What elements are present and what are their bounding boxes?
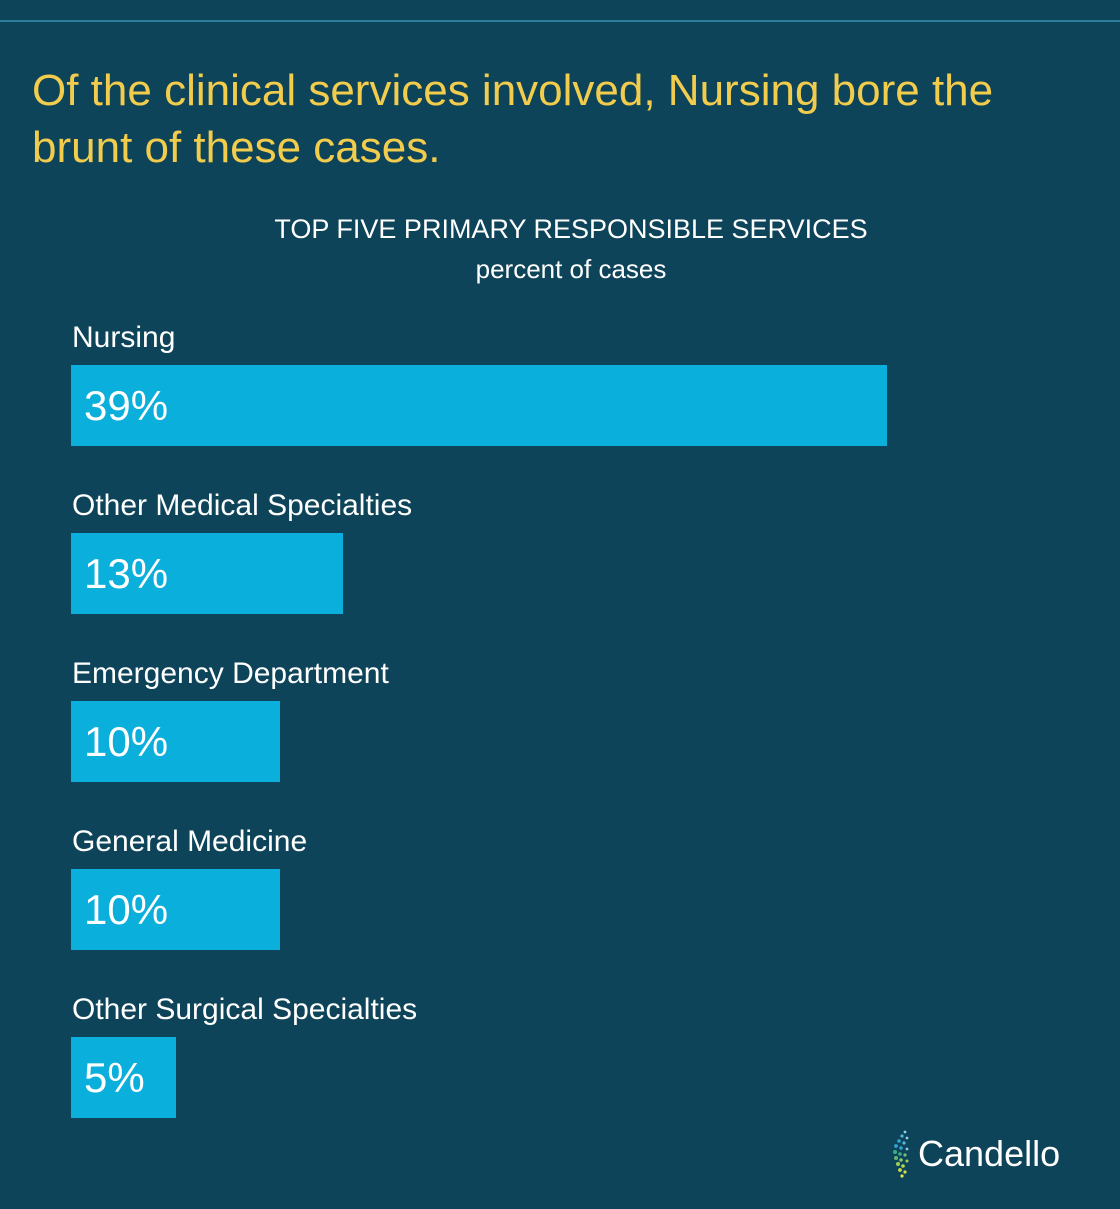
category-label: Other Surgical Specialties bbox=[72, 993, 418, 1026]
headline: Of the clinical services involved, Nursi… bbox=[32, 66, 994, 172]
category-label: Other Medical Specialties bbox=[72, 489, 413, 522]
bar: 39% bbox=[71, 365, 887, 446]
category-label: Emergency Department bbox=[72, 657, 389, 690]
bar-value-label: 39% bbox=[84, 382, 169, 429]
bar: 10% bbox=[71, 701, 280, 782]
bar-value-label: 10% bbox=[84, 886, 169, 933]
candello-logo: Candello bbox=[888, 1128, 1060, 1180]
brand-name: Candello bbox=[918, 1133, 1061, 1174]
chart-title: TOP FIVE PRIMARY RESPONSIBLE SERVICES bbox=[274, 214, 868, 244]
candello-dots-logo-icon bbox=[893, 1130, 909, 1178]
bar-value-label: 5% bbox=[84, 1054, 145, 1101]
bar: 10% bbox=[71, 869, 280, 950]
top-divider bbox=[0, 20, 1120, 22]
bar-value-label: 13% bbox=[84, 550, 169, 597]
chart-subtitle: percent of cases bbox=[475, 254, 667, 284]
bar: 5% bbox=[71, 1037, 176, 1118]
category-label: General Medicine bbox=[72, 825, 308, 858]
bar: 13% bbox=[71, 533, 343, 614]
bar-value-label: 10% bbox=[84, 718, 169, 765]
category-label: Nursing bbox=[72, 321, 176, 354]
